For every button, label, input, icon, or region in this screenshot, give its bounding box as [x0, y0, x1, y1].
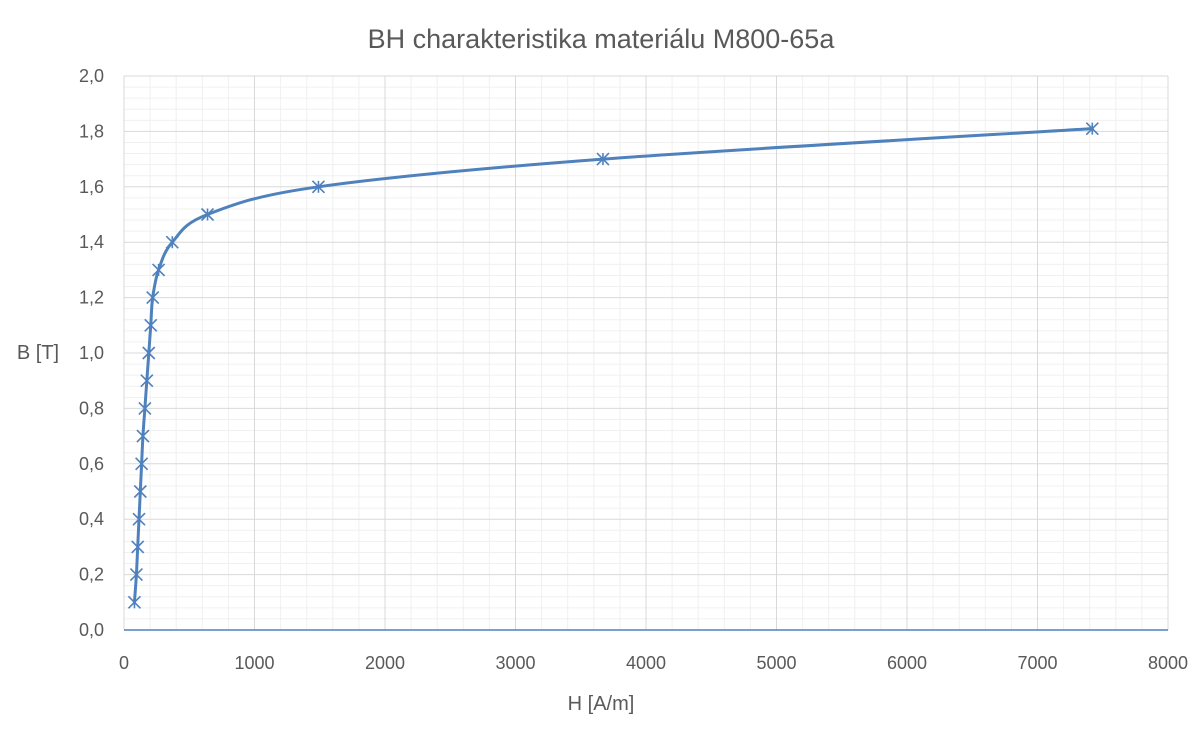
y-tick-label: 0,2	[79, 565, 104, 585]
y-tick-label: 1,8	[79, 121, 104, 141]
x-tick-label: 5000	[756, 653, 796, 673]
y-axis-ticks: 0,0 0,2 0,4 0,6 0,8 1,0 1,2 1,4 1,6 1,8 2,0	[79, 66, 104, 640]
y-tick-label: 0,8	[79, 398, 104, 418]
series-line	[132, 127, 1094, 604]
data-point-marker	[127, 595, 142, 609]
y-tick-label: 0,6	[79, 454, 104, 474]
y-axis-label: B [T]	[17, 342, 59, 364]
x-axis-label: H [A/m]	[568, 693, 635, 715]
series-markers	[127, 122, 1099, 609]
y-tick-label: 1,2	[79, 288, 104, 308]
x-axis-ticks: 0 1000 2000 3000 4000 5000 6000 7000 8000	[119, 653, 1188, 673]
data-point-marker	[152, 263, 166, 277]
x-tick-label: 4000	[626, 653, 666, 673]
data-point-marker	[142, 346, 156, 360]
data-point-marker	[144, 318, 158, 332]
x-tick-label: 1000	[234, 653, 274, 673]
x-tick-label: 6000	[887, 653, 927, 673]
data-point-marker	[132, 512, 146, 526]
data-point-marker	[165, 235, 179, 249]
data-point-marker	[311, 180, 326, 194]
data-point-marker	[135, 457, 149, 471]
data-point-marker	[129, 568, 143, 582]
data-point-marker	[1085, 122, 1099, 136]
data-point-marker	[596, 152, 610, 166]
major-grid	[123, 75, 1169, 631]
y-tick-label: 1,6	[79, 177, 104, 197]
x-tick-label: 8000	[1148, 653, 1188, 673]
data-point-marker	[146, 291, 160, 305]
y-tick-label: 1,0	[79, 343, 104, 363]
data-point-marker	[138, 401, 152, 415]
x-tick-label: 2000	[365, 653, 405, 673]
x-tick-label: 3000	[495, 653, 535, 673]
y-tick-label: 0,0	[79, 620, 104, 640]
chart-title: BH charakteristika materiálu M800-65a	[368, 24, 836, 54]
data-point-marker	[131, 540, 145, 554]
data-point-marker	[133, 484, 147, 499]
y-tick-label: 0,4	[79, 509, 104, 529]
x-tick-label: 0	[119, 653, 129, 673]
y-tick-label: 1,4	[79, 232, 104, 252]
data-point-marker	[140, 374, 154, 388]
y-tick-label: 2,0	[79, 66, 104, 86]
x-tick-label: 7000	[1017, 653, 1057, 673]
data-point-marker	[136, 429, 150, 443]
data-point-marker	[200, 207, 215, 222]
